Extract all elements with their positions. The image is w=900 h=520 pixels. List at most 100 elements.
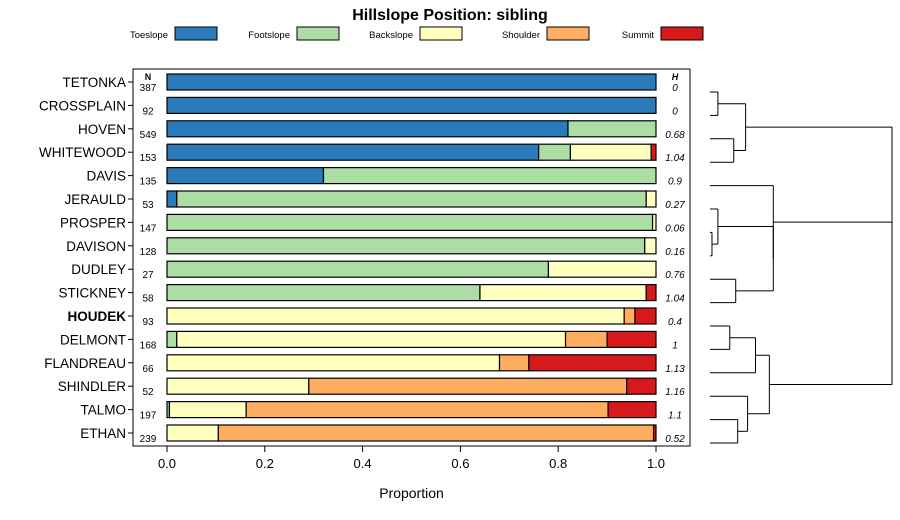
bar-segment <box>166 260 550 278</box>
bar-segment <box>634 307 657 325</box>
row-n: 58 <box>142 294 154 305</box>
bar-segment <box>606 330 657 348</box>
legend-label: Backslope <box>369 30 413 41</box>
row-h: 1.16 <box>665 387 685 398</box>
bar-segment <box>166 237 646 255</box>
legend-swatch <box>546 26 590 41</box>
row-h: 1.04 <box>665 153 685 164</box>
row-n: 27 <box>142 270 154 281</box>
bar-segment <box>166 190 178 208</box>
bar-segment <box>645 284 657 302</box>
row-n: 197 <box>140 411 157 422</box>
row-n: 239 <box>140 434 157 445</box>
row-h: 1.13 <box>665 364 685 375</box>
bar-segment <box>308 377 628 395</box>
row-n: 387 <box>140 83 157 94</box>
row-label: FLANDREAU <box>44 356 126 371</box>
row-label: CROSSPLAIN <box>39 98 126 113</box>
plot-area: N H TETONKA 387 0 CROSSPLAIN 92 0 HOVEN 549 0.68 WH… <box>39 68 691 471</box>
row-label: DAVIS <box>86 169 126 184</box>
legend-swatch <box>660 26 704 41</box>
bar-segment <box>623 307 636 325</box>
dendrogram <box>710 91 893 444</box>
bar-segment <box>166 284 481 302</box>
row-h: 0.06 <box>665 223 685 234</box>
row-n: 52 <box>142 387 154 398</box>
bar-segment <box>176 330 567 348</box>
bar-segment <box>607 401 657 419</box>
row-label: TALMO <box>80 403 126 418</box>
plot-frame <box>132 68 691 447</box>
row-label: JERAULD <box>64 192 126 207</box>
row-n: 168 <box>140 340 157 351</box>
legend-swatch <box>174 26 218 41</box>
bar-segment <box>547 260 657 278</box>
bar-segment <box>626 377 657 395</box>
row-n: 153 <box>140 153 157 164</box>
row-h: 1.1 <box>668 411 682 422</box>
x-tick-label: 0.8 <box>549 456 567 471</box>
row-label: SHINDLER <box>58 379 127 394</box>
x-tick-label: 0.4 <box>354 456 372 471</box>
n-header: N <box>145 72 152 82</box>
legend-swatch <box>419 26 463 41</box>
bar-segment <box>166 167 325 185</box>
bar-segment <box>498 354 530 372</box>
row-n: 128 <box>140 247 157 258</box>
row-n: 147 <box>140 223 157 234</box>
bar-segment <box>166 213 654 231</box>
bar-segment <box>166 354 501 372</box>
legend-swatch <box>296 26 340 41</box>
row-n: 53 <box>142 200 154 211</box>
row-label: DAVISON <box>66 239 126 254</box>
bar-segment <box>168 401 247 419</box>
row-h: 1 <box>672 340 678 351</box>
legend-label: Footslope <box>248 30 290 41</box>
bar-segment <box>176 190 647 208</box>
bar-segment <box>479 284 647 302</box>
row-label: DUDLEY <box>71 262 126 277</box>
bar-segment <box>564 330 608 348</box>
bar-segment <box>528 354 657 372</box>
bar-segment <box>651 213 657 231</box>
row-label: DELMONT <box>60 332 126 347</box>
row-h: 1.04 <box>665 294 685 305</box>
row-h: 0.27 <box>665 200 685 211</box>
row-label: TETONKA <box>62 75 126 90</box>
bar-segment <box>166 377 310 395</box>
legend: Toeslope Footslope Backslope Shoulder Summit <box>130 26 704 41</box>
row-label: PROSPER <box>60 215 126 230</box>
bar-segment <box>645 190 657 208</box>
legend-label: Summit <box>622 30 655 41</box>
bar-segment <box>166 307 625 325</box>
bar-segment <box>166 120 569 138</box>
bar-segment <box>166 424 219 442</box>
bar-segment <box>538 143 572 161</box>
row-n: 92 <box>142 106 154 117</box>
bar-segment <box>166 73 657 91</box>
row-h: 0.76 <box>665 270 685 281</box>
bar-segment <box>569 143 652 161</box>
row-h: 0.4 <box>668 317 682 328</box>
row-n: 93 <box>142 317 154 328</box>
row-h: 0.52 <box>665 434 685 445</box>
row-n: 135 <box>140 177 157 188</box>
bar-segment <box>644 237 657 255</box>
row-h: 0.9 <box>668 177 682 188</box>
bar-segment <box>166 330 178 348</box>
bar-segment <box>166 96 657 115</box>
x-tick-label: 0.6 <box>451 456 469 471</box>
x-tick-label: 1.0 <box>647 456 665 471</box>
chart-title: Hillslope Position: sibling <box>352 7 548 24</box>
bar-segment <box>652 424 657 442</box>
row-label: STICKNEY <box>58 286 126 301</box>
row-label: HOUDEK <box>67 309 126 324</box>
x-tick-label: 0.0 <box>158 456 176 471</box>
x-tick-label: 0.2 <box>256 456 274 471</box>
x-axis-label: Proportion <box>379 485 444 501</box>
row-h: 0.68 <box>665 130 685 141</box>
row-label: HOVEN <box>78 122 126 137</box>
h-header: H <box>672 72 679 82</box>
legend-label: Toeslope <box>130 30 168 41</box>
